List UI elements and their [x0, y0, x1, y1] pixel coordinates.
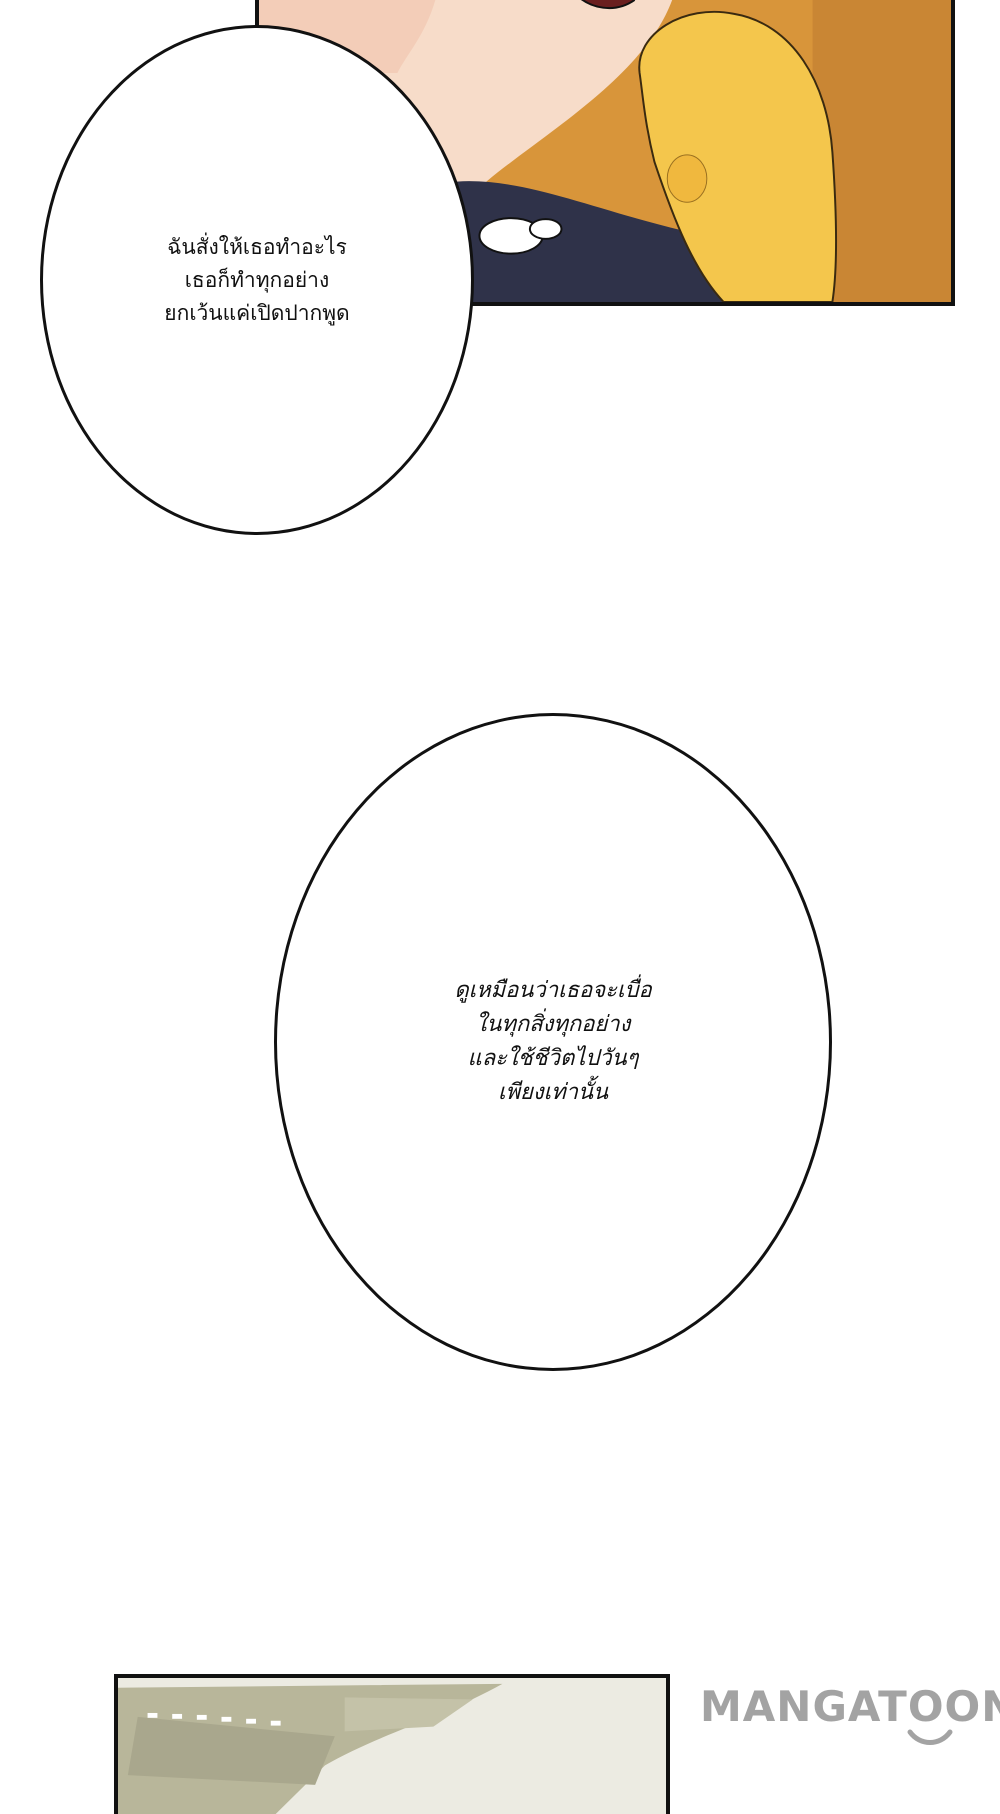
mangatoon-watermark: MANGATOON [700, 1682, 1000, 1731]
speech-bubble-1-text: ฉันสั่งให้เธอทำอะไร เธอก็ทำทุกอย่าง ยกเว… [164, 231, 349, 330]
speech-line: ดูเหมือนว่าเธอจะเบื่อ [454, 978, 652, 1003]
speech-bubble-1: ฉันสั่งให้เธอทำอะไร เธอก็ทำทุกอย่าง ยกเว… [40, 25, 474, 535]
speech-line: ในทุกสิ่งทุกอย่าง [475, 1012, 631, 1037]
speech-line: ยกเว้นแค่เปิดปากพูด [164, 300, 350, 325]
keyboard-artwork [118, 1678, 666, 1814]
bottom-comic-panel [114, 1674, 670, 1814]
speech-bubble-2: ดูเหมือนว่าเธอจะเบื่อ ในทุกสิ่งทุกอย่าง … [274, 713, 832, 1371]
speech-bubble-2-text: ดูเหมือนว่าเธอจะเบื่อ ในทุกสิ่งทุกอย่าง … [454, 974, 651, 1110]
speech-line: ฉันสั่งให้เธอทำอะไร [167, 234, 347, 259]
smile-icon [907, 1729, 953, 1745]
speech-line: และใช้ชีวิตไปวันๆ [467, 1046, 639, 1071]
speech-line: เธอก็ทำทุกอย่าง [184, 267, 330, 292]
speech-line: เพียงเท่านั้น [497, 1080, 609, 1105]
